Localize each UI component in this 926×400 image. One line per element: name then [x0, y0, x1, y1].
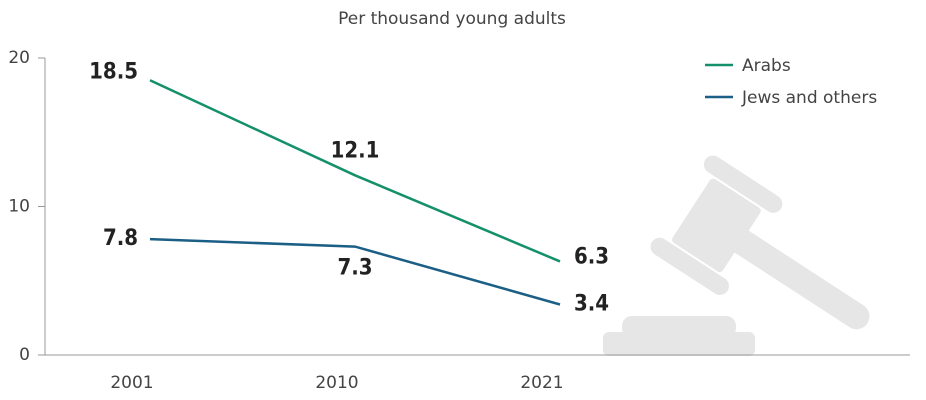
x-tick-label: 2001 [110, 373, 153, 393]
data-label: 6.3 [574, 244, 609, 269]
y-tick-label: 10 [8, 197, 30, 217]
line-series [149, 79, 561, 263]
data-label: 3.4 [574, 292, 609, 317]
y-tick-label: 0 [19, 345, 30, 365]
data-label: 7.3 [337, 256, 372, 281]
y-tick-label: 20 [8, 48, 30, 68]
legend-label: Jews and others [741, 88, 877, 108]
data-label: 18.5 [89, 59, 138, 84]
data-label: 12.1 [331, 138, 380, 163]
gavel-icon [603, 155, 870, 356]
legend-label: Arabs [742, 56, 791, 76]
x-tick-label: 2010 [315, 373, 358, 393]
data-label: 7.8 [103, 226, 138, 251]
chart-subtitle: Per thousand young adults [338, 9, 566, 29]
line-series [149, 237, 561, 306]
x-tick-label: 2021 [520, 373, 563, 393]
